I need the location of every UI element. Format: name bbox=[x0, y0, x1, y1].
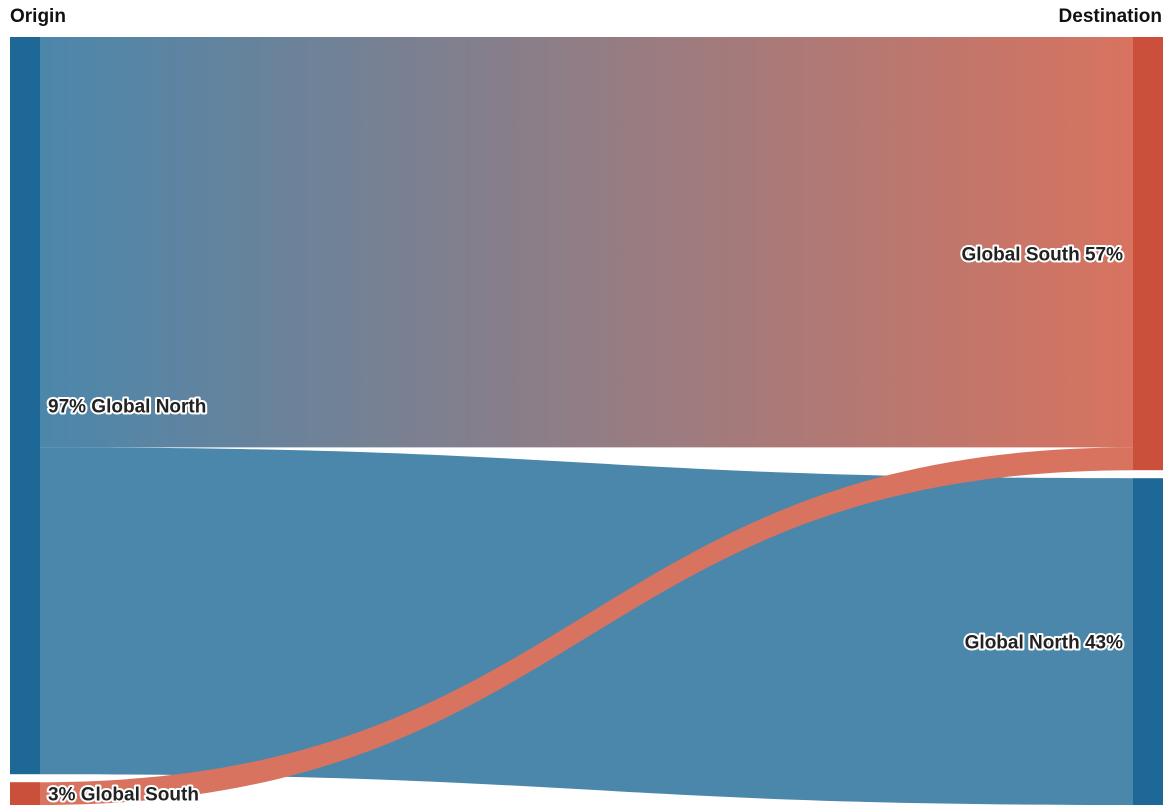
flow-origin-north-to-dest-south bbox=[40, 37, 1133, 448]
label-origin-north: 97% Global North bbox=[48, 397, 206, 418]
node-origin-north bbox=[10, 37, 40, 775]
node-dest-north bbox=[1133, 478, 1163, 805]
node-origin-south bbox=[10, 782, 40, 805]
label-origin-south: 3% Global South bbox=[48, 785, 199, 806]
label-dest-south: Global South 57% bbox=[961, 245, 1123, 266]
node-dest-south bbox=[1133, 37, 1163, 471]
flow-origin-south-to-dest-south bbox=[40, 447, 1133, 805]
label-dest-north: Global North 43% bbox=[965, 633, 1123, 654]
destination-column-header: Destination bbox=[1058, 6, 1162, 27]
origin-column-header: Origin bbox=[10, 6, 66, 27]
